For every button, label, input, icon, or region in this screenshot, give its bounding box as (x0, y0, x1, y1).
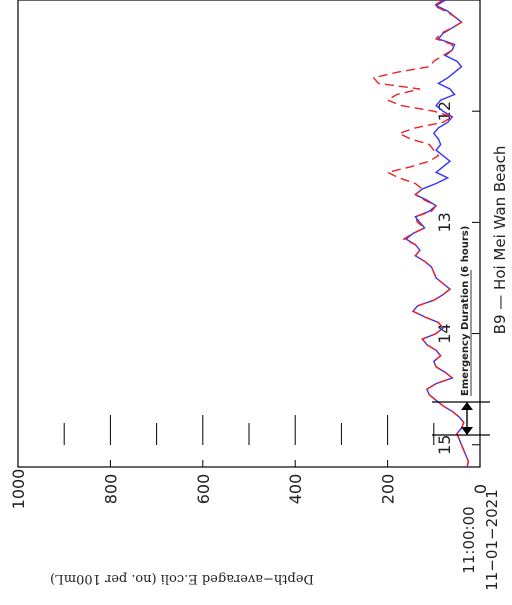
labels: 11:00:00 11−01−2021 B9 — Hoi Mei Wan Beach… (50, 146, 509, 591)
plot-area (17, 0, 481, 468)
x-start-time: 11:00:00 (460, 506, 478, 573)
series-line-2 (372, 0, 470, 468)
emergency-arrow-head-top (461, 402, 473, 410)
emergency-duration-label: Emergency Duration (6 hours) (460, 226, 471, 396)
y-tick-label: 200 (379, 474, 398, 505)
y-tick-label: 0 (471, 484, 490, 494)
x-tick-label: 15 (435, 435, 454, 455)
series-layer (372, 0, 470, 468)
x-tick-label: 14 (435, 323, 454, 343)
y-axis-label: Depth−averaged E.coli (no. per 100mL) (50, 571, 314, 586)
chart-title: B9 — Hoi Mei Wan Beach (491, 146, 509, 335)
y-tick-label: 800 (101, 474, 120, 505)
y-tick-label: 400 (286, 474, 305, 505)
y-tick-label: 600 (194, 474, 213, 505)
emergency-arrow-head-bottom (461, 427, 473, 435)
x-start-date: 11−01−2021 (483, 489, 501, 590)
annotation-layer: Emergency Duration (6 hours) (432, 226, 490, 436)
x-tick-label: 13 (435, 212, 454, 232)
plot-frame (17, 0, 481, 468)
y-tick-label: 1000 (9, 469, 28, 510)
